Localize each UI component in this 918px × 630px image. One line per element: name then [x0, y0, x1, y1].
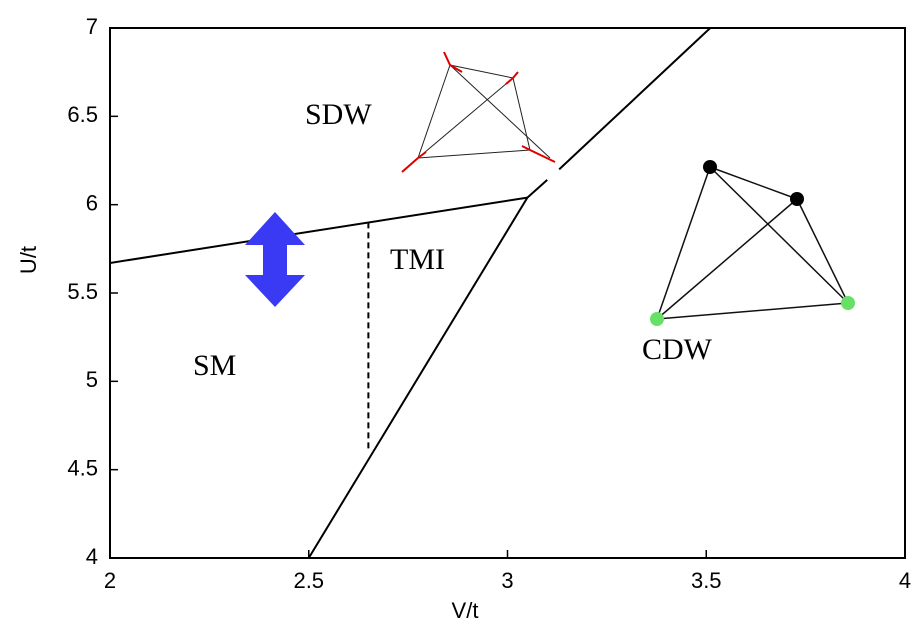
y-tick-label: 6.5 — [67, 102, 98, 127]
region-label: TMI — [390, 243, 445, 276]
y-axis-label: U/t — [16, 246, 41, 274]
double-arrow — [245, 212, 305, 307]
cdw-tetrahedron — [650, 160, 855, 326]
x-tick-label: 3.5 — [691, 568, 722, 593]
x-tick-label: 2.5 — [293, 568, 324, 593]
x-tick-label: 3 — [501, 568, 513, 593]
plot-frame — [110, 28, 905, 558]
boundary-line — [110, 198, 527, 263]
x-tick-label: 2 — [104, 568, 116, 593]
y-tick-label: 5 — [86, 367, 98, 392]
y-tick-label: 4 — [86, 544, 98, 569]
y-tick-label: 4.5 — [67, 455, 98, 480]
chart: 2 2.5 3 3.5 4 4 4.5 5 5.5 6 6.5 7 SDW TMI SM CDW V/t U/… — [0, 0, 918, 630]
y-tick-label: 6 — [86, 190, 98, 215]
x-tick-label: 4 — [899, 568, 911, 593]
region-label: SM — [193, 349, 236, 382]
y-tick-label: 7 — [86, 14, 98, 39]
x-axis-label: V/t — [452, 598, 479, 623]
plot: 2 2.5 3 3.5 4 4 4.5 5 5.5 6 6.5 7 SDW TMI SM CDW — [67, 14, 911, 593]
sdw-tetrahedron — [402, 52, 555, 172]
y-tick-label: 5.5 — [67, 279, 98, 304]
region-label: CDW — [642, 333, 713, 366]
region-label: SDW — [305, 98, 372, 131]
